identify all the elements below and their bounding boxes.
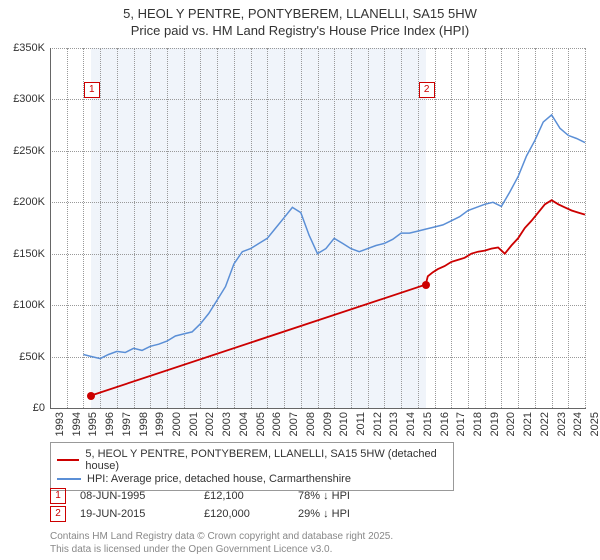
title-main: 5, HEOL Y PENTRE, PONTYBEREM, LLANELLI, … [0,6,600,21]
x-axis-label: 2021 [522,412,534,436]
sale-price: £12,100 [204,490,284,502]
sale-marker: 2 [50,506,66,522]
x-axis-label: 2025 [589,412,600,436]
x-axis-label: 1995 [87,412,99,436]
x-axis-label: 2023 [556,412,568,436]
series-hpi [83,115,585,359]
x-axis-label: 2006 [271,412,283,436]
sale-row: 2 19-JUN-2015 £120,000 29% ↓ HPI [50,506,388,522]
x-axis-label: 2001 [188,412,200,436]
gridline-h [50,408,585,409]
x-axis-label: 2024 [572,412,584,436]
x-axis-label: 2011 [355,412,367,436]
x-axis-label: 2015 [422,412,434,436]
x-axis-label: 2004 [238,412,250,436]
x-axis-label: 2013 [388,412,400,436]
chart-container: 5, HEOL Y PENTRE, PONTYBEREM, LLANELLI, … [0,0,600,560]
sale-price: £120,000 [204,508,284,520]
x-axis-label: 2003 [221,412,233,436]
series-price_paid [91,200,585,395]
sale-date: 08-JUN-1995 [80,490,190,502]
y-axis-label: £250K [13,145,45,157]
legend-swatch [57,478,81,480]
sale-hpi: 78% ↓ HPI [298,490,388,502]
x-axis-label: 1997 [121,412,133,436]
x-axis-label: 2005 [255,412,267,436]
gridline-v [585,48,586,408]
x-axis-label: 2019 [489,412,501,436]
x-axis-label: 1998 [138,412,150,436]
x-axis-label: 2017 [455,412,467,436]
y-axis-label: £350K [13,42,45,54]
x-axis-label: 2018 [472,412,484,436]
title-sub: Price paid vs. HM Land Registry's House … [0,23,600,38]
x-axis-label: 1994 [71,412,83,436]
x-axis-label: 2002 [204,412,216,436]
x-axis-label: 2008 [305,412,317,436]
x-axis-label: 1996 [104,412,116,436]
footer: Contains HM Land Registry data © Crown c… [50,530,393,556]
x-axis-label: 2016 [439,412,451,436]
x-axis-label: 1993 [54,412,66,436]
y-axis-label: £50K [19,351,45,363]
legend-row: HPI: Average price, detached house, Carm… [57,473,447,485]
sale-marker: 1 [50,488,66,504]
y-axis-label: £0 [33,402,45,414]
footer-line-2: This data is licensed under the Open Gov… [50,543,393,556]
x-axis-label: 2000 [171,412,183,436]
y-axis-label: £150K [13,248,45,260]
legend-swatch [57,459,79,461]
lines-svg [50,48,585,408]
x-axis-label: 2020 [505,412,517,436]
x-axis-label: 2010 [338,412,350,436]
footer-line-1: Contains HM Land Registry data © Crown c… [50,530,393,543]
sale-hpi: 29% ↓ HPI [298,508,388,520]
sale-row: 1 08-JUN-1995 £12,100 78% ↓ HPI [50,488,388,504]
legend: 5, HEOL Y PENTRE, PONTYBEREM, LLANELLI, … [50,442,454,491]
y-axis-label: £200K [13,196,45,208]
x-axis-label: 2014 [405,412,417,436]
x-axis-label: 2007 [288,412,300,436]
legend-label: 5, HEOL Y PENTRE, PONTYBEREM, LLANELLI, … [85,448,447,472]
x-axis-label: 2009 [322,412,334,436]
chart-area: £0£50K£100K£150K£200K£250K£300K£350K1993… [50,48,585,408]
sale-date: 19-JUN-2015 [80,508,190,520]
x-axis-label: 1999 [154,412,166,436]
legend-label: HPI: Average price, detached house, Carm… [87,473,351,485]
x-axis-label: 2012 [372,412,384,436]
x-axis-label: 2022 [539,412,551,436]
y-axis-label: £100K [13,299,45,311]
titles: 5, HEOL Y PENTRE, PONTYBEREM, LLANELLI, … [0,0,600,38]
legend-row: 5, HEOL Y PENTRE, PONTYBEREM, LLANELLI, … [57,448,447,472]
y-axis-label: £300K [13,93,45,105]
